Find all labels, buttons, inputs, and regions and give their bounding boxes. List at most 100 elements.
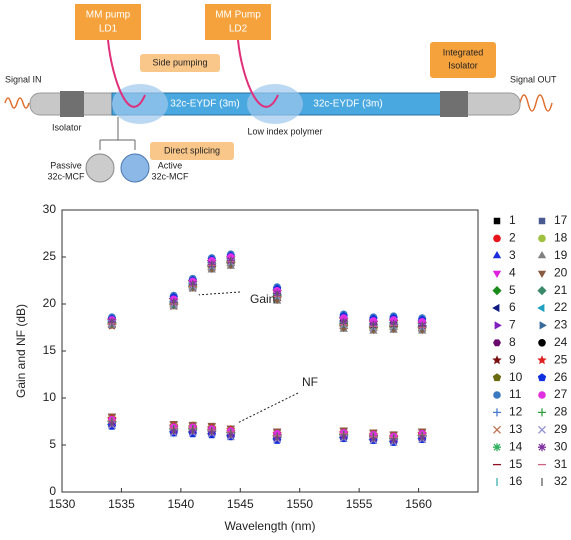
legend-label: 26 [554, 370, 568, 384]
legend-marker [538, 443, 546, 452]
legend-label: 3 [509, 248, 516, 262]
mcf-passive [85, 153, 115, 183]
x-tick-label: 1555 [346, 497, 373, 511]
legend-label: 21 [554, 283, 568, 297]
legend-marker [539, 321, 547, 330]
legend-label: 27 [554, 387, 568, 401]
pump-fiber [237, 39, 279, 108]
legend-label: 4 [509, 265, 516, 279]
legend-label: 30 [554, 439, 568, 453]
legend-marker [493, 425, 501, 434]
signal-wave [4, 97, 30, 109]
legend-marker [538, 425, 546, 434]
x-axis-label: Wavelength (nm) [225, 519, 316, 533]
x-tick-label: 1540 [168, 497, 195, 511]
annotation-arrow [238, 392, 299, 423]
legend-marker [492, 303, 500, 313]
legend-marker [537, 286, 547, 296]
y-tick-label: 0 [49, 484, 56, 498]
x-tick-label: 1560 [405, 497, 432, 511]
legend-marker [493, 339, 501, 347]
annotation: Gain [250, 292, 275, 306]
label: LD2 [229, 24, 248, 35]
label: 32c-EYDF (3m) [170, 99, 239, 110]
legend-marker [492, 373, 502, 382]
legend-marker [537, 251, 547, 259]
legend-label: 5 [509, 283, 516, 297]
pump-region [247, 84, 303, 124]
label: Isolator [52, 122, 82, 132]
annotation: NF [302, 375, 318, 389]
legend-label: 18 [554, 231, 568, 245]
label: Side pumping [152, 57, 207, 67]
legend-label: 7 [509, 318, 516, 332]
y-tick-label: 20 [43, 296, 57, 310]
x-tick-label: 1550 [286, 497, 313, 511]
label: Signal IN [5, 74, 42, 84]
x-tick-label: 1545 [227, 497, 254, 511]
label: 32c-EYDF (3m) [313, 99, 382, 110]
isolator [60, 91, 84, 117]
y-tick-label: 5 [49, 437, 56, 451]
legend-label: 22 [554, 300, 568, 314]
legend-label: 6 [509, 300, 516, 314]
label: Isolator [448, 60, 478, 70]
label: Integrated [443, 47, 484, 57]
legend-label: 10 [509, 370, 523, 384]
mcf-active [120, 153, 150, 183]
legend-marker [537, 303, 545, 313]
legend-marker [538, 339, 546, 347]
label-box [140, 54, 220, 72]
y-tick-label: 30 [43, 202, 57, 216]
legend-marker [492, 286, 502, 296]
legend-label: 17 [554, 213, 568, 227]
legend-marker [494, 321, 502, 330]
legend-label: 1 [509, 213, 516, 227]
legend-label: 15 [509, 457, 523, 471]
legend-label: 31 [554, 457, 568, 471]
label: Signal OUT [510, 74, 557, 84]
legend-marker [538, 234, 546, 243]
legend-marker [493, 443, 501, 452]
y-tick-label: 15 [43, 343, 57, 357]
label: 32c-MCF [151, 171, 189, 181]
legend-label: 13 [509, 422, 523, 436]
label: Low index polymer [247, 126, 322, 136]
legend-label: 29 [554, 422, 568, 436]
legend-marker [492, 270, 502, 278]
legend-marker [493, 234, 501, 243]
legend-label: 19 [554, 248, 568, 262]
y-tick-label: 10 [43, 390, 57, 404]
legend-marker [537, 270, 547, 278]
label: Passive [50, 160, 82, 170]
legend-marker [492, 251, 502, 259]
legend-label: 32 [554, 474, 568, 488]
label: Active [158, 160, 183, 170]
legend-marker [538, 408, 546, 417]
legend-label: 24 [554, 335, 568, 349]
annotation-arrow [198, 291, 241, 296]
legend-marker [493, 217, 501, 225]
label-box [150, 142, 234, 160]
legend-marker [537, 355, 547, 365]
legend-marker [538, 217, 546, 225]
label: LD1 [99, 24, 118, 35]
label-box [430, 42, 496, 78]
legend-marker [537, 373, 547, 382]
legend-label: 2 [509, 231, 516, 245]
legend-label: 11 [509, 387, 522, 401]
label: Direct splicing [164, 145, 220, 155]
setup-diagram: MM pump LD1 MM Pump LD2 Side pumping Int… [4, 4, 557, 183]
label: MM Pump [215, 10, 261, 21]
label: 32c-MCF [47, 171, 85, 181]
isolator [440, 91, 468, 117]
legend-marker [493, 408, 501, 417]
signal-wave [519, 94, 553, 112]
pump-fiber [107, 39, 146, 108]
label-box [205, 4, 271, 40]
label: MM pump [86, 10, 131, 21]
legend-label: 8 [509, 335, 516, 349]
legend-marker [493, 391, 501, 399]
